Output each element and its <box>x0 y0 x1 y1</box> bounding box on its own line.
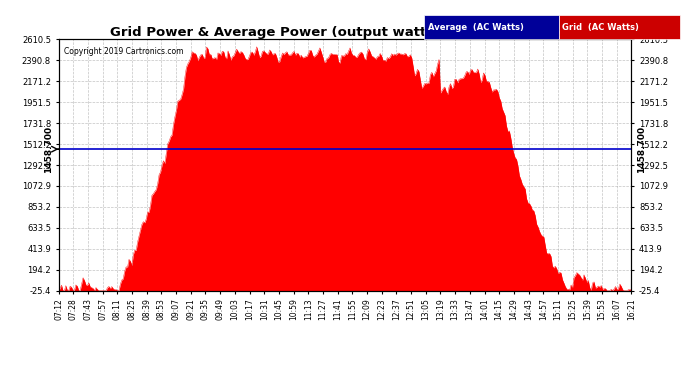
Title: Grid Power & Average Power (output watts)  Thu Dec 19 16:25: Grid Power & Average Power (output watts… <box>110 26 580 39</box>
Text: 1458.700: 1458.700 <box>44 126 53 173</box>
Text: Copyright 2019 Cartronics.com: Copyright 2019 Cartronics.com <box>64 47 184 56</box>
Text: Grid  (AC Watts): Grid (AC Watts) <box>562 22 639 32</box>
Text: 1458.700: 1458.700 <box>637 126 646 173</box>
Text: Average  (AC Watts): Average (AC Watts) <box>428 22 524 32</box>
